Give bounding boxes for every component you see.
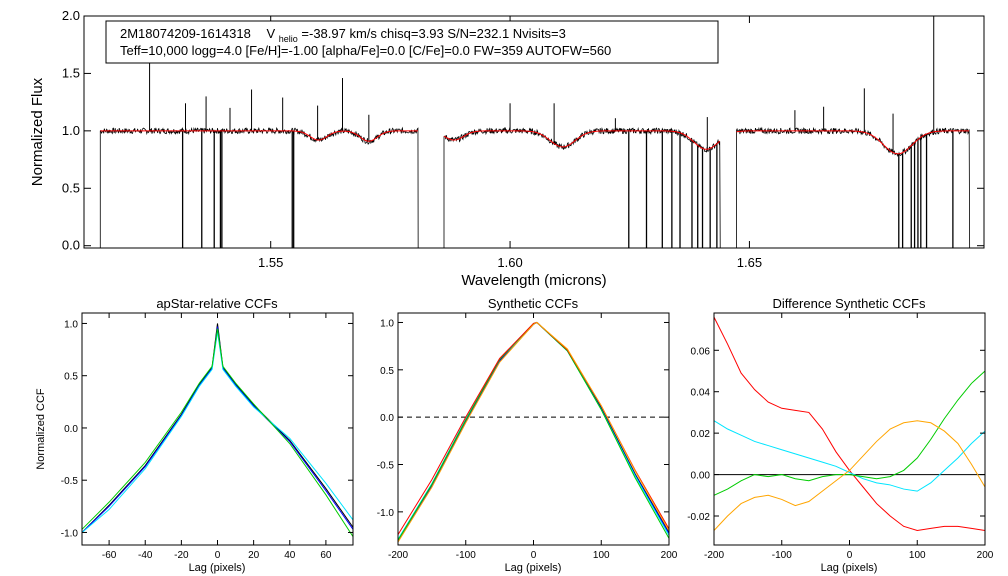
x-tick-label: -100 [772,550,792,561]
ccf-panel-1-x-axis-title: Lag (pixels) [189,562,246,574]
spectrum-axes: 1.55 1.60 1.65 0.0 0.5 1.0 1.5 2.0 [62,8,984,270]
spectrum-panel: 1.55 1.60 1.65 0.0 0.5 1.0 1.5 2.0 Wavelength (… [29,8,985,289]
series-red [713,316,986,532]
ccf-panel-2-frame [397,312,670,546]
x-tick-label: -200 [388,550,408,561]
synthetic-ccf-curves [397,321,670,543]
ccf-panel-2-title: Synthetic CCFs [488,296,579,311]
ccf-panel-1: -60 -40 -20 0 20 40 60 -1.0 -0.5 0.0 0.5 1.0 apStar… [35,296,354,574]
series-orange [713,420,986,531]
y-tick-label: 0.06 [691,346,711,357]
ccf-panel-3: -200 -100 0 100 200 -0.02 0.00 0.02 0.04 0.06 Dif… [687,296,994,574]
series-blue [81,326,354,533]
y-tick-label: 0.0 [64,424,78,435]
info-line-1: 2M18074209-1614318 V helio =-38.97 km/s … [120,26,566,45]
star-id: 2M18074209-1614318 [120,26,251,41]
series-green [81,328,354,537]
x-tick-label: -100 [456,550,476,561]
y-tick-label: 1.0 [380,318,394,329]
y-tick-label: 1.0 [64,319,78,330]
info-box-frame [105,20,719,64]
ccf-panel-1-y-axis-title: Normalized CCF [35,388,47,470]
ccf-panel-3-frame [713,312,986,546]
x-tick-label: 100 [593,550,610,561]
x-tick-label: 200 [661,550,678,561]
x-tick-label: 0 [215,550,221,561]
y-tick-label: -0.02 [687,512,710,523]
y-tick-label: 1.5 [62,65,80,80]
x-tick-label: 1.60 [497,255,522,270]
y-tick-label: 0.00 [691,471,711,482]
spectrum-curves [99,16,971,249]
x-tick-label: 200 [977,550,994,561]
x-tick-label: 40 [284,550,296,561]
series-cyan [397,321,670,540]
series-cyan [81,331,354,533]
x-tick-label: 1.55 [258,255,283,270]
x-tick-label: -200 [704,550,724,561]
ccf-panel-3-title: Difference Synthetic CCFs [773,296,926,311]
series-red [397,321,670,535]
y-tick-label: 2.0 [62,8,80,23]
ccf-panel-2-axes: -200 -100 0 100 200 -1.0 -0.5 0.0 0.5 1.0 [377,313,678,561]
spectrum-y-axis-title: Normalized Flux [29,77,46,186]
series-black [397,321,670,541]
y-tick-label: 0.0 [380,413,394,424]
ccf-panel-1-frame [81,312,354,546]
series-orange [397,321,670,543]
spectrum-x-axis-title: Wavelength (microns) [461,272,606,289]
series-observed-spectrum [99,126,971,249]
spectrum-frame [83,15,985,249]
y-tick-label: 0.0 [62,238,80,253]
y-tick-label: 0.5 [64,372,78,383]
apstar-ccf-curves [81,323,354,537]
ccf-panel-2-x-axis-title: Lag (pixels) [505,562,562,574]
x-tick-label: 0 [531,550,537,561]
series-model-spectrum [100,130,970,155]
ccf-panel-3-x-axis-title: Lag (pixels) [821,562,878,574]
y-tick-label: 0.5 [380,366,394,377]
series-green [713,370,986,496]
series-blue [397,321,670,542]
vhelio-subscript: helio [279,34,298,44]
x-tick-label: -60 [102,550,117,561]
vhelio-prefix: V [266,26,275,41]
x-tick-label: 1.65 [737,255,762,270]
y-tick-label: -0.5 [61,476,79,487]
ccf-panel-3-axes: -200 -100 0 100 200 -0.02 0.00 0.02 0.04 0.06 [687,313,994,561]
ccf-panel-2: -200 -100 0 100 200 -1.0 -0.5 0.0 0.5 1.0 Synthet… [377,296,678,574]
y-tick-label: -1.0 [377,508,395,519]
y-tick-label: 1.0 [62,123,80,138]
x-tick-label: -40 [138,550,153,561]
info-box: 2M18074209-1614318 V helio =-38.97 km/s … [105,20,719,64]
series-cyan [713,420,986,492]
x-tick-label: -20 [174,550,189,561]
ccf-panel-1-title: apStar-relative CCFs [156,296,278,311]
y-tick-label: 0.02 [691,429,711,440]
y-tick-label: -1.0 [61,528,79,539]
difference-ccf-curves [713,316,986,532]
x-tick-label: 100 [909,550,926,561]
x-tick-label: 60 [320,550,332,561]
x-tick-label: 0 [847,550,853,561]
series-green [397,321,670,541]
x-tick-label: 20 [248,550,260,561]
info-line-2: Teff=10,000 logg=4.0 [Fe/H]=-1.00 [alpha… [120,43,611,58]
info-line-1-values: =-38.97 km/s chisq=3.93 S/N=232.1 Nvisit… [301,26,565,41]
ccf-panel-1-axes: -60 -40 -20 0 20 40 60 -1.0 -0.5 0.0 0.5 1.0 [61,313,353,561]
y-tick-label: -0.5 [377,461,395,472]
series-black [81,323,354,533]
y-tick-label: 0.5 [62,180,80,195]
y-tick-label: 0.04 [691,388,711,399]
